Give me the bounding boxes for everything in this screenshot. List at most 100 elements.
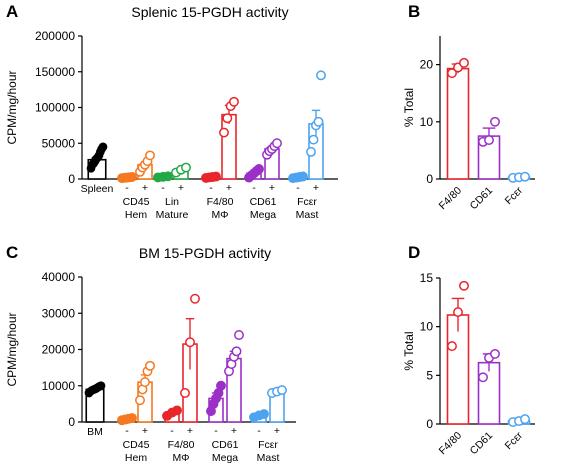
sign-minus-label: - [252, 182, 256, 194]
data-point [135, 395, 145, 406]
data-point [490, 116, 500, 127]
data-point [259, 409, 269, 419]
data-point [520, 171, 530, 182]
data-point [231, 346, 242, 357]
sign-plus-label: + [226, 182, 232, 194]
y-axis-label: CPM/mg/hour [5, 312, 19, 386]
data-point [254, 164, 264, 174]
sign-plus-label: + [313, 182, 319, 194]
data-point [185, 337, 195, 348]
x-category-sublabel: Mast [296, 209, 319, 221]
sign-minus-label: - [257, 425, 261, 437]
x-category-label: CD45 [123, 439, 150, 451]
bar [221, 113, 237, 180]
bar [477, 361, 501, 425]
x-category-sublabel: Mature [156, 209, 189, 221]
data-point [229, 96, 239, 107]
x-category-label: CD61 [250, 196, 277, 208]
chart-b: 0 10 20 % Total F4/80 CD61 Fcεr [402, 36, 535, 212]
data-point [145, 360, 155, 371]
y-tick-label: 20 [420, 58, 434, 72]
y-tick-label: 5 [426, 368, 433, 382]
y-tick-label: 30000 [42, 306, 76, 320]
y-axis-label: % Total [402, 88, 416, 127]
y-tick-label: 20000 [42, 343, 76, 357]
data-point [190, 293, 200, 304]
x-category-label: F4/80 [168, 439, 195, 451]
data-point [313, 116, 324, 127]
sign-minus-label: - [214, 425, 218, 437]
x-category-sublabel: Mast [257, 452, 280, 464]
y-tick-label: 10 [420, 320, 434, 334]
data-point [459, 280, 469, 291]
y-tick-label: 0 [68, 172, 75, 186]
x-category-label: Fcεr [503, 429, 526, 452]
data-point [459, 57, 469, 68]
x-category-sublabel: MΦ [172, 452, 189, 464]
x-category-sublabel: Hem [125, 209, 147, 221]
x-category-label: Lin [165, 196, 179, 208]
data-point [140, 377, 150, 388]
sign-plus-label: + [269, 182, 275, 194]
data-point [490, 348, 500, 359]
chart-c-title: BM 15-PGDH activity [139, 245, 271, 261]
y-tick-label: 0 [426, 172, 433, 186]
data-point [234, 330, 244, 340]
y-tick-label: 150000 [35, 65, 75, 79]
data-point [216, 380, 226, 391]
x-category-label: Spleen [81, 183, 114, 195]
data-point [447, 68, 457, 79]
x-category-label: CD45 [123, 196, 150, 208]
data-point [172, 405, 182, 416]
y-tick-label: 40000 [42, 270, 76, 284]
x-category-label: F4/80 [437, 430, 465, 458]
data-point [96, 381, 106, 391]
data-point [145, 150, 155, 161]
panel-letter-c: C [6, 243, 18, 262]
sign-minus-label: - [125, 425, 129, 437]
y-tick-label: 10000 [42, 379, 76, 393]
data-point [277, 385, 287, 396]
sign-plus-label: + [187, 425, 193, 437]
data-point [127, 413, 137, 423]
x-category-label: BM [87, 426, 103, 438]
y-tick-label: 200000 [35, 29, 75, 43]
sign-plus-label: + [178, 182, 184, 194]
chart-a: 0 50000 100000 150000 200000 CPM/mg/hour Splee… [5, 29, 338, 221]
chart-c: 0 10000 20000 30000 40000 CPM/mg/hour BM - + CD45… [5, 270, 296, 464]
chart-d: 0 5 10 15 % Total F4/80 CD61 Fcεr [402, 271, 535, 457]
sign-minus-label: - [125, 182, 129, 194]
data-point [98, 142, 108, 152]
data-point [447, 341, 457, 352]
panel-letter-d: D [408, 243, 420, 262]
y-axis-label: % Total [402, 331, 416, 370]
sign-minus-label: - [296, 182, 300, 194]
sign-plus-label: + [231, 425, 237, 437]
x-category-label: F4/80 [437, 185, 465, 213]
panel-letter-b: B [408, 2, 420, 21]
data-point [211, 171, 221, 182]
data-point [127, 172, 137, 182]
data-point [222, 113, 233, 124]
data-point [520, 414, 530, 425]
sign-minus-label: - [170, 425, 174, 437]
y-tick-label: 10 [420, 115, 434, 129]
y-axis-label: CPM/mg/hour [5, 70, 19, 144]
y-tick-label: 15 [420, 271, 434, 285]
data-point [484, 135, 494, 146]
data-point [298, 171, 308, 182]
y-tick-label: 0 [68, 415, 75, 429]
y-tick-label: 50000 [42, 136, 76, 150]
data-point [180, 388, 190, 398]
data-point [316, 70, 326, 81]
y-tick-label: 100000 [35, 101, 75, 115]
data-point [453, 307, 463, 318]
x-category-label: CD61 [212, 439, 239, 451]
x-category-sublabel: MΦ [211, 209, 228, 221]
data-point [478, 372, 488, 383]
x-category-label: Fcεr [503, 184, 526, 207]
bar [446, 67, 470, 180]
chart-a-title: Splenic 15-PGDH activity [131, 4, 288, 20]
data-point [181, 162, 191, 173]
